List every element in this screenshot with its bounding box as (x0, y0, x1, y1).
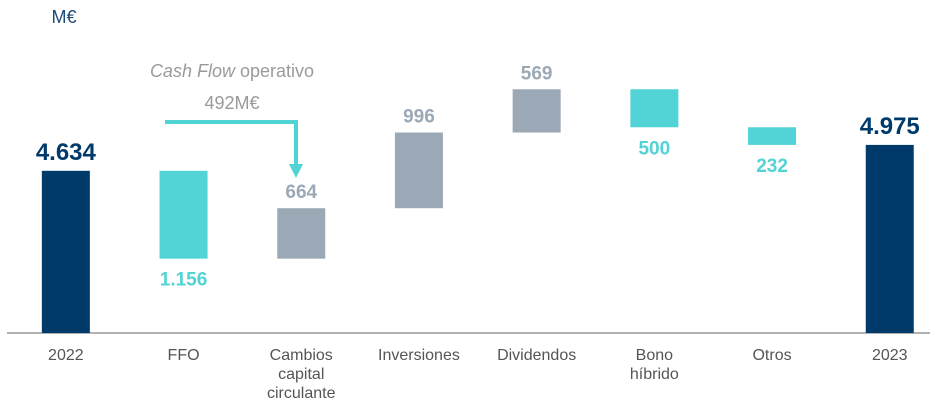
annotation-italic: Cash Flow (150, 61, 236, 81)
unit-label: M€ (51, 7, 76, 27)
bar (41, 170, 90, 333)
bar (865, 144, 914, 333)
bar (512, 89, 561, 133)
x-tick-label: Inversiones (378, 347, 460, 364)
x-tick-label: Dividendos (497, 347, 577, 364)
value-label: 1.156 (160, 270, 208, 291)
value-label: 4.975 (860, 113, 920, 140)
annotation-value: 492M€ (204, 93, 259, 113)
bar (394, 132, 443, 209)
x-tick-label: Cambios capital circulante (267, 347, 336, 402)
x-tick-label: 2022 (48, 347, 84, 364)
bar (277, 208, 326, 259)
x-tick-label: Otros (752, 347, 792, 364)
x-tick-label: FFO (167, 347, 200, 364)
value-label: 664 (285, 182, 317, 203)
value-label: 232 (756, 156, 788, 177)
annotation-arrowhead (289, 164, 303, 178)
bar (748, 127, 797, 145)
value-label: 996 (403, 107, 435, 128)
bar (159, 170, 208, 259)
annotation-arrow (165, 120, 298, 168)
annotation-text: operativo (240, 61, 314, 81)
x-tick-label: 2023 (871, 347, 908, 364)
bar (630, 89, 679, 128)
value-label: 569 (521, 63, 553, 84)
value-label: 4.634 (36, 139, 97, 166)
x-tick-label: Bono híbrido (629, 347, 679, 383)
annotation-title: Cash Flow operativo (150, 61, 314, 81)
value-label: 500 (638, 138, 670, 159)
